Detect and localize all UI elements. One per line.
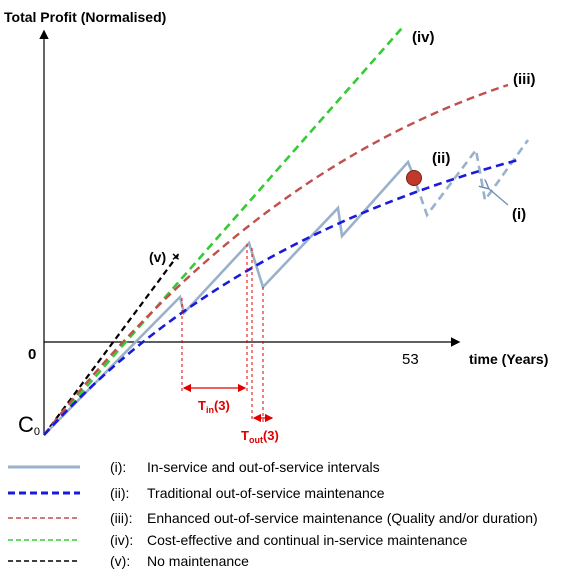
legend-key-i: (i): (110, 459, 126, 475)
legend-key-v: (v): (110, 553, 130, 569)
c0-label: C0 (18, 412, 40, 438)
curve-iv-label: (iv) (412, 29, 435, 46)
x-axis-label: time (Years) (469, 351, 548, 367)
curve-iii (43, 83, 509, 436)
t-in-label: Tin(3) (198, 398, 230, 415)
x-tick-53: 53 (402, 351, 419, 368)
legend-text-iii: Enhanced out-of-service maintenance (Qua… (147, 510, 538, 526)
curve-i-pointer-arrow (488, 188, 509, 206)
curve-v (43, 254, 179, 436)
curve-ii-label: (ii) (432, 150, 450, 167)
origin-label: 0 (28, 346, 36, 363)
curve-iv (43, 27, 403, 436)
y-axis-label: Total Profit (Normalised) (4, 9, 166, 25)
curve-i-solid (43, 159, 414, 436)
intersection-marker (406, 170, 422, 186)
legend: (i): In-service and out-of-service inter… (8, 459, 538, 569)
curve-i-label: (i) (512, 206, 526, 223)
curve-v-end-marker: × (172, 249, 180, 264)
legend-text-v: No maintenance (147, 553, 249, 569)
curve-v-label: (v) (149, 249, 166, 265)
legend-key-iv: (iv): (110, 532, 133, 548)
legend-key-iii: (iii): (110, 510, 133, 526)
curve-i-dashed (410, 139, 530, 218)
curve-iii-label: (iii) (513, 71, 536, 88)
t-out-label: Tout(3) (241, 428, 279, 445)
curve-ii (43, 158, 519, 436)
legend-text-i: In-service and out-of-service intervals (147, 459, 380, 475)
legend-text-iv: Cost-effective and continual in-service … (147, 532, 468, 548)
legend-text-ii: Traditional out-of-service maintenance (147, 485, 385, 501)
legend-key-ii: (ii): (110, 485, 129, 501)
